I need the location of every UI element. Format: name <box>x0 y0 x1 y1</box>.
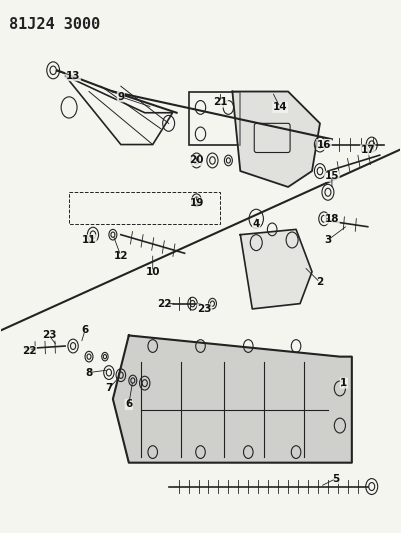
Polygon shape <box>240 229 312 309</box>
Text: 15: 15 <box>325 172 339 181</box>
Polygon shape <box>232 92 320 187</box>
Text: 23: 23 <box>42 330 57 341</box>
Text: 5: 5 <box>332 474 340 483</box>
Text: 4: 4 <box>253 219 260 229</box>
Text: 9: 9 <box>117 92 124 102</box>
Polygon shape <box>113 335 352 463</box>
Text: 17: 17 <box>360 145 375 155</box>
Text: 21: 21 <box>213 97 228 107</box>
Text: 22: 22 <box>22 346 36 357</box>
Text: 18: 18 <box>325 214 339 224</box>
Text: 10: 10 <box>146 267 160 277</box>
Text: 11: 11 <box>82 235 96 245</box>
Text: 16: 16 <box>317 140 331 150</box>
Text: 6: 6 <box>125 399 132 409</box>
Text: 2: 2 <box>316 277 324 287</box>
Text: 7: 7 <box>105 383 113 393</box>
Text: 12: 12 <box>113 251 128 261</box>
Text: 1: 1 <box>340 378 348 388</box>
Text: 8: 8 <box>85 368 93 377</box>
Text: 23: 23 <box>197 304 212 314</box>
Text: 13: 13 <box>66 70 80 80</box>
Text: 14: 14 <box>273 102 288 112</box>
Text: 81J24 3000: 81J24 3000 <box>9 17 101 33</box>
Text: 19: 19 <box>189 198 204 208</box>
Text: 6: 6 <box>81 325 89 335</box>
Text: 20: 20 <box>189 156 204 165</box>
Text: 22: 22 <box>158 298 172 309</box>
Text: 3: 3 <box>324 235 332 245</box>
